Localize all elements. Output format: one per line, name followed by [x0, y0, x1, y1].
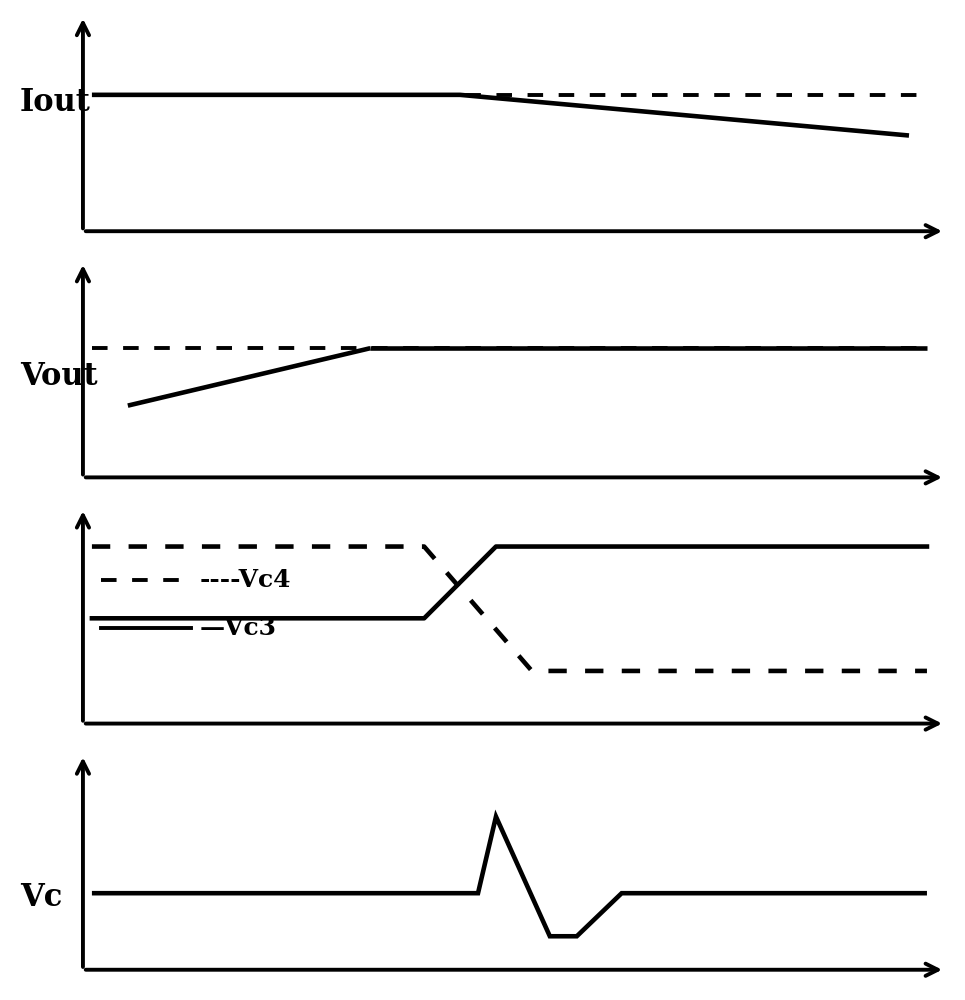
- Text: Vout: Vout: [20, 361, 97, 392]
- Text: —Vc3: —Vc3: [200, 616, 277, 640]
- Text: Iout: Iout: [20, 87, 91, 118]
- Text: Vc: Vc: [20, 882, 63, 913]
- Text: ----Vc4: ----Vc4: [200, 568, 291, 592]
